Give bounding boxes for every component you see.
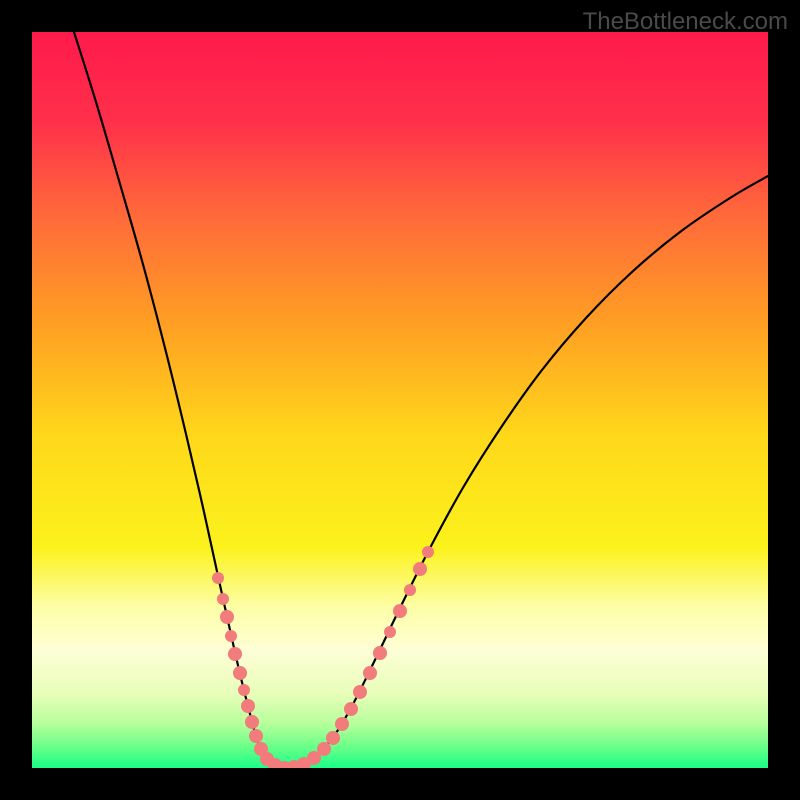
data-marker bbox=[238, 684, 250, 696]
data-marker bbox=[393, 604, 407, 618]
data-marker bbox=[228, 647, 242, 661]
data-marker bbox=[317, 742, 331, 756]
data-marker bbox=[413, 562, 427, 576]
watermark-text: TheBottleneck.com bbox=[583, 8, 788, 36]
data-marker bbox=[326, 731, 340, 745]
data-marker bbox=[384, 626, 396, 638]
data-marker bbox=[363, 666, 377, 680]
data-marker bbox=[422, 546, 434, 558]
plot-gradient-background bbox=[32, 32, 768, 768]
data-marker bbox=[217, 593, 229, 605]
data-marker bbox=[373, 646, 387, 660]
chart-svg bbox=[0, 0, 800, 800]
data-marker bbox=[249, 729, 263, 743]
data-marker bbox=[335, 717, 349, 731]
data-marker bbox=[404, 584, 416, 596]
data-marker bbox=[220, 610, 234, 624]
chart-root: TheBottleneck.com bbox=[0, 0, 800, 800]
data-marker bbox=[245, 715, 259, 729]
data-marker bbox=[212, 572, 224, 584]
data-marker bbox=[344, 702, 358, 716]
data-marker bbox=[233, 666, 247, 680]
data-marker bbox=[225, 630, 237, 642]
data-marker bbox=[241, 699, 255, 713]
data-marker bbox=[353, 685, 367, 699]
